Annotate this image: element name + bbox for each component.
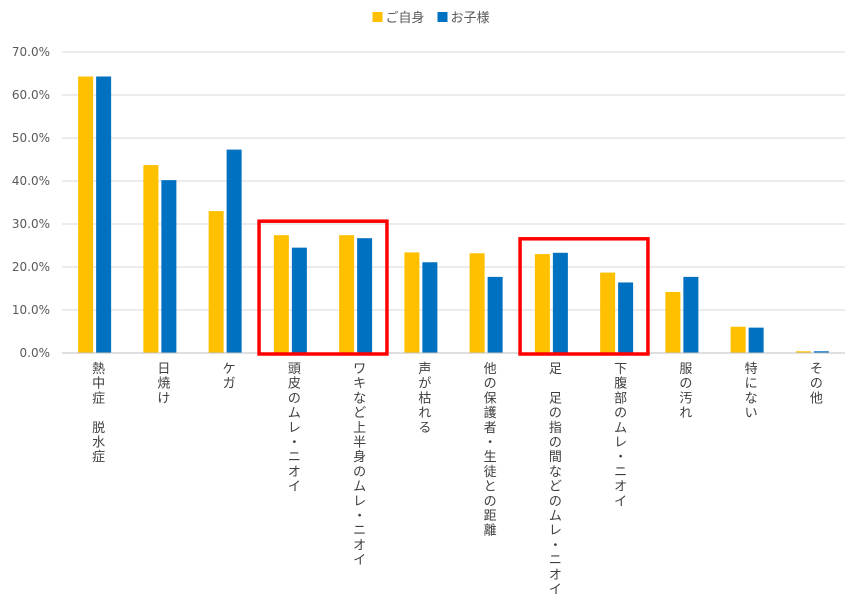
x-tick-label: 他の保護者・生徒との距離 [484,362,497,539]
bar-child [422,262,438,353]
gridlines [62,51,845,311]
x-tick-label: 下腹部のムレ・ニオイ [614,362,627,509]
highlight-boxes [257,219,650,356]
x-tick-label: ワキなど上半身のムレ・ニオイ [353,362,366,568]
bar-self [78,76,94,353]
bar-child [161,180,177,353]
bars [78,76,829,353]
bar-self [534,254,550,353]
bar-child [748,327,764,353]
bar-child [291,247,307,353]
x-tick-label: 特にない [745,362,758,421]
highlight-box [257,219,389,356]
bar-self [143,165,159,353]
bar-self [339,235,355,353]
y-tick-label: 40.0% [12,174,50,188]
y-tick-label: 60.0% [12,88,50,102]
y-tick-label: 20.0% [12,260,50,274]
bar-child [226,149,242,353]
legend-swatch [437,12,448,22]
y-tick-label: 50.0% [12,131,50,145]
bar-child [357,238,373,353]
bar-self [730,326,746,353]
x-tick-label: 熱中症 脱水症 [92,362,105,465]
bar-self [600,272,616,353]
x-tick-label: その他 [810,362,823,406]
highlight-box [518,237,650,356]
x-tick-label: 日焼け [157,362,170,406]
y-axis: 0.0% 10.0% 20.0% 30.0% 40.0% 50.0% 60.0% 70.0% [12,45,50,360]
legend-swatch [372,12,383,22]
x-tick-label: 声が枯れる [418,362,431,436]
bar-child [618,282,634,353]
y-tick-label: 30.0% [12,217,50,231]
bar-child [683,276,699,353]
bar-self [404,252,420,353]
bar-self [469,253,485,353]
bar-child [552,252,568,353]
legend: ご自身 お子様 [372,10,490,26]
bar-self [273,235,289,353]
y-tick-label: 70.0% [12,45,50,59]
bar-self [208,211,224,353]
legend-label: ご自身 [386,10,425,26]
x-tick-label: 服の汚れ [679,362,692,421]
legend-label: お子様 [451,11,490,26]
bar-child [813,351,829,353]
bar-child [96,76,112,353]
x-axis: 熱中症 脱水症 日焼け ケガ 頭皮のムレ・ニオイ ワキなど上半身のムレ・ニオイ 声が枯れる… [62,352,845,598]
bar-self [795,351,811,353]
bar-self [665,291,681,353]
y-tick-label: 0.0% [20,346,51,360]
bar-child [487,276,503,353]
y-tick-label: 10.0% [12,303,50,317]
x-tick-label: 足 足の指の間などのムレ・ニオイ [549,362,562,598]
x-tick-label: ケガ [223,362,236,392]
x-tick-label: 頭皮のムレ・ニオイ [288,362,301,495]
